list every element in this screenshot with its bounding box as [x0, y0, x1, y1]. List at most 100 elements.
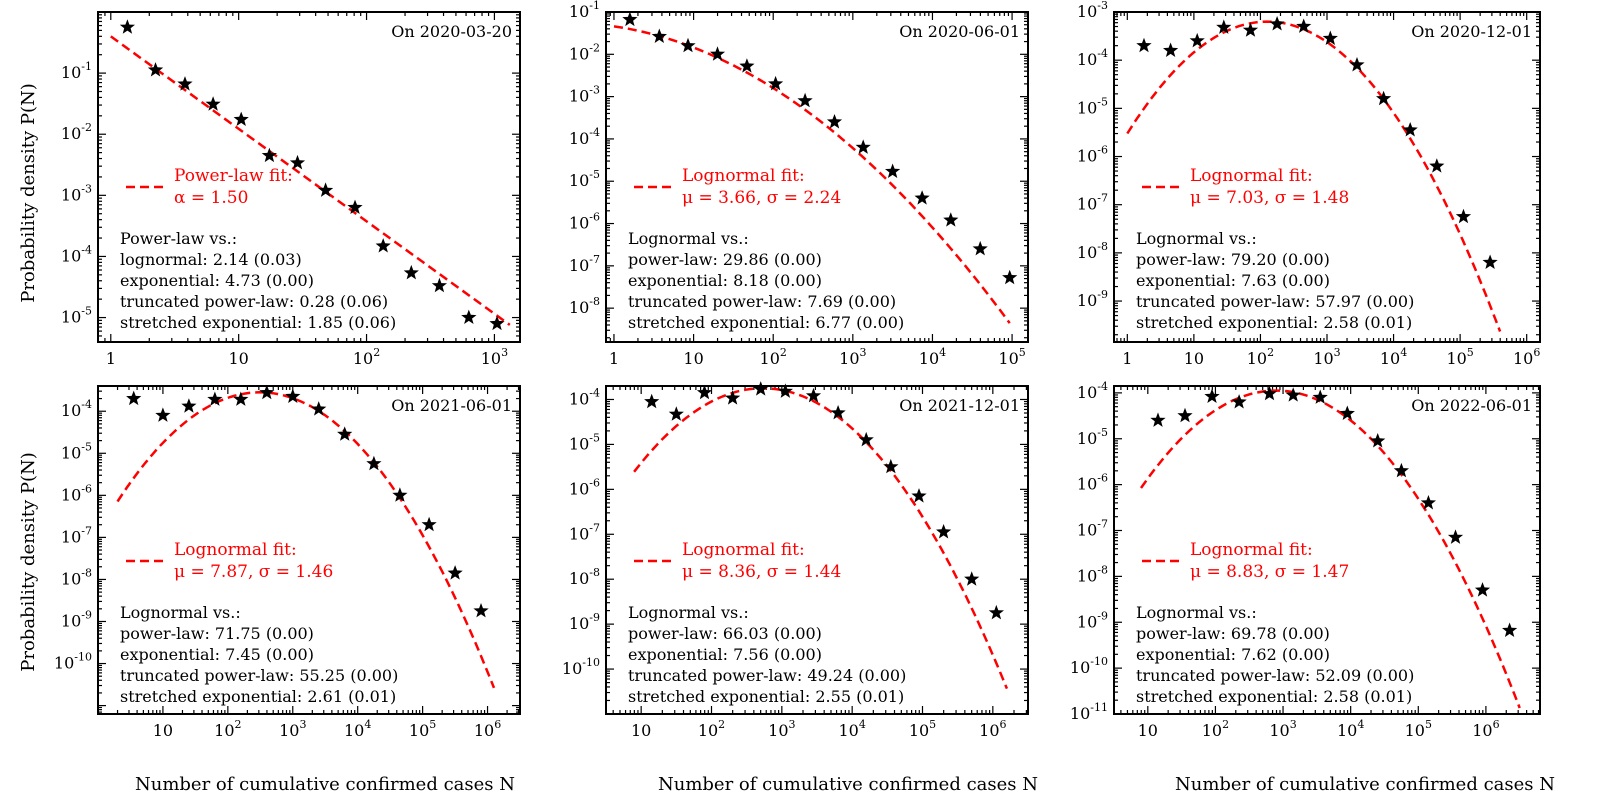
- legend-fit-label: Lognormal fit:: [174, 540, 297, 560]
- data-point-star: [431, 277, 447, 293]
- x-tick-label: 103: [279, 718, 306, 740]
- data-point-star: [366, 455, 382, 471]
- legend-fit-label: Lognormal fit:: [682, 540, 805, 560]
- x-tick-label: 106: [1472, 718, 1499, 740]
- data-point-star: [392, 487, 408, 502]
- data-point-star: [668, 406, 684, 421]
- y-tick-label: 10-5: [1077, 95, 1108, 117]
- data-point-star: [207, 391, 223, 406]
- comparison-stat: power-law: 69.78 (0.00): [1136, 624, 1330, 643]
- comparison-stat: power-law: 71.75 (0.00): [120, 624, 314, 643]
- y-tick-label: 10-4: [569, 386, 600, 408]
- data-point-star: [489, 315, 505, 331]
- data-point-star: [1474, 582, 1491, 597]
- data-point-star: [725, 390, 741, 405]
- fit-curve: [613, 25, 1011, 324]
- data-point-star: [1312, 389, 1328, 404]
- panel-6: 10 102 103 104 105 106 10-11 10-10 10-9 10-8 10-7 1…: [1070, 380, 1541, 740]
- y-tick-label: 10-3: [1077, 0, 1108, 21]
- y-tick-label: 10-5: [61, 305, 92, 327]
- data-point-star: [1296, 18, 1312, 33]
- data-point-star: [126, 390, 142, 406]
- comparison-stat: exponential: 4.73 (0.00): [120, 271, 314, 290]
- y-tick-label: 10-4: [569, 126, 600, 148]
- x-tick-label: 102: [698, 718, 725, 740]
- y-tick-label: 10-4: [1077, 47, 1108, 69]
- data-point-star: [233, 391, 249, 406]
- y-tick-label: 10-2: [569, 41, 600, 63]
- data-point-star: [855, 139, 871, 154]
- y-tick-label: 10-1: [61, 60, 92, 82]
- comparison-stat: power-law: 79.20 (0.00): [1136, 250, 1330, 269]
- y-tick-label: 10-6: [569, 476, 600, 498]
- data-point-star: [337, 426, 353, 441]
- data-point-star: [1002, 269, 1018, 285]
- x-tick-label: 103: [839, 346, 866, 368]
- comparison-stat: stretched exponential: 2.58 (0.01): [1136, 687, 1412, 706]
- y-tick-label: 10-8: [569, 295, 600, 317]
- data-point-star: [1150, 412, 1166, 427]
- data-point-star: [233, 111, 249, 126]
- y-tick-label: 10-6: [61, 482, 92, 504]
- data-point-star: [883, 458, 899, 474]
- y-tick-label: 10-10: [54, 651, 92, 673]
- data-point-star: [709, 46, 726, 61]
- y-tick-label: 10-10: [1070, 655, 1108, 677]
- data-point-star: [1163, 42, 1179, 57]
- comparison-header: Lognormal vs.:: [1136, 229, 1257, 248]
- comparison-stat: stretched exponential: 1.85 (0.06): [120, 313, 396, 332]
- data-point-star: [1482, 254, 1498, 269]
- x-tick-label: 106: [474, 718, 501, 740]
- comparison-stat: truncated power-law: 57.97 (0.00): [1136, 292, 1414, 311]
- legend-fit-label: Power-law fit:: [174, 166, 293, 186]
- x-tick-label: 10: [631, 721, 651, 740]
- comparison-stat: stretched exponential: 2.61 (0.01): [120, 687, 396, 706]
- panel-title: On 2020-03-20: [391, 22, 512, 41]
- x-tick-label: 103: [1269, 718, 1296, 740]
- comparison-stat: power-law: 29.86 (0.00): [628, 250, 822, 269]
- panel-3: 1 10 102 103 104 105 106 10-9 10-8 10-7 10-6 10-5 10…: [1077, 0, 1541, 368]
- data-point-star: [768, 75, 784, 91]
- comparison-header: Lognormal vs.:: [120, 603, 241, 622]
- data-point-star: [936, 524, 952, 539]
- fit-curve: [116, 391, 496, 689]
- data-point-star: [1349, 57, 1365, 72]
- comparison-stat: stretched exponential: 6.77 (0.00): [628, 313, 904, 332]
- data-point-star: [403, 264, 419, 280]
- x-tick-label: 105: [909, 718, 936, 740]
- data-point-star: [347, 199, 363, 214]
- x-tick-label: 104: [344, 718, 371, 740]
- legend-fit-params: μ = 7.87, σ = 1.46: [174, 562, 333, 582]
- panel-title: On 2022-06-01: [1411, 396, 1532, 415]
- x-tick-label: 1: [1122, 349, 1132, 368]
- plot-frame: [1113, 385, 1541, 715]
- data-point-star: [797, 92, 813, 108]
- fit-curve: [1126, 20, 1502, 332]
- x-tick-label: 1: [106, 349, 116, 368]
- comparison-stat: lognormal: 2.14 (0.03): [120, 250, 302, 269]
- x-tick-label: 10: [228, 349, 248, 368]
- data-point-star: [1136, 37, 1152, 53]
- x-tick-label: 105: [998, 346, 1025, 368]
- panel-title: On 2021-12-01: [899, 396, 1020, 415]
- comparison-header: Lognormal vs.:: [628, 603, 749, 622]
- x-tick-label: 103: [1313, 346, 1340, 368]
- y-axis-label-top: Probability density P(N): [18, 83, 39, 303]
- data-point-star: [1376, 90, 1392, 106]
- data-point-star: [885, 163, 901, 178]
- y-tick-label: 10-7: [1077, 192, 1108, 214]
- x-tick-label: 105: [1405, 718, 1432, 740]
- y-tick-label: 10-9: [569, 611, 600, 633]
- comparison-stat: exponential: 7.45 (0.00): [120, 645, 314, 664]
- data-point-star: [285, 388, 301, 403]
- y-tick-label: 10-7: [61, 524, 92, 546]
- y-tick-label: 10-8: [1077, 240, 1108, 262]
- y-tick-label: 10-5: [569, 168, 600, 190]
- data-point-star: [943, 212, 959, 227]
- y-tick-label: 10-7: [1077, 518, 1108, 540]
- x-axis-label-right: Number of cumulative confirmed cases N: [1175, 774, 1555, 795]
- data-point-star: [644, 393, 660, 409]
- y-tick-label: 10-8: [569, 566, 600, 588]
- x-tick-label: 103: [481, 346, 508, 368]
- data-point-star: [651, 28, 667, 43]
